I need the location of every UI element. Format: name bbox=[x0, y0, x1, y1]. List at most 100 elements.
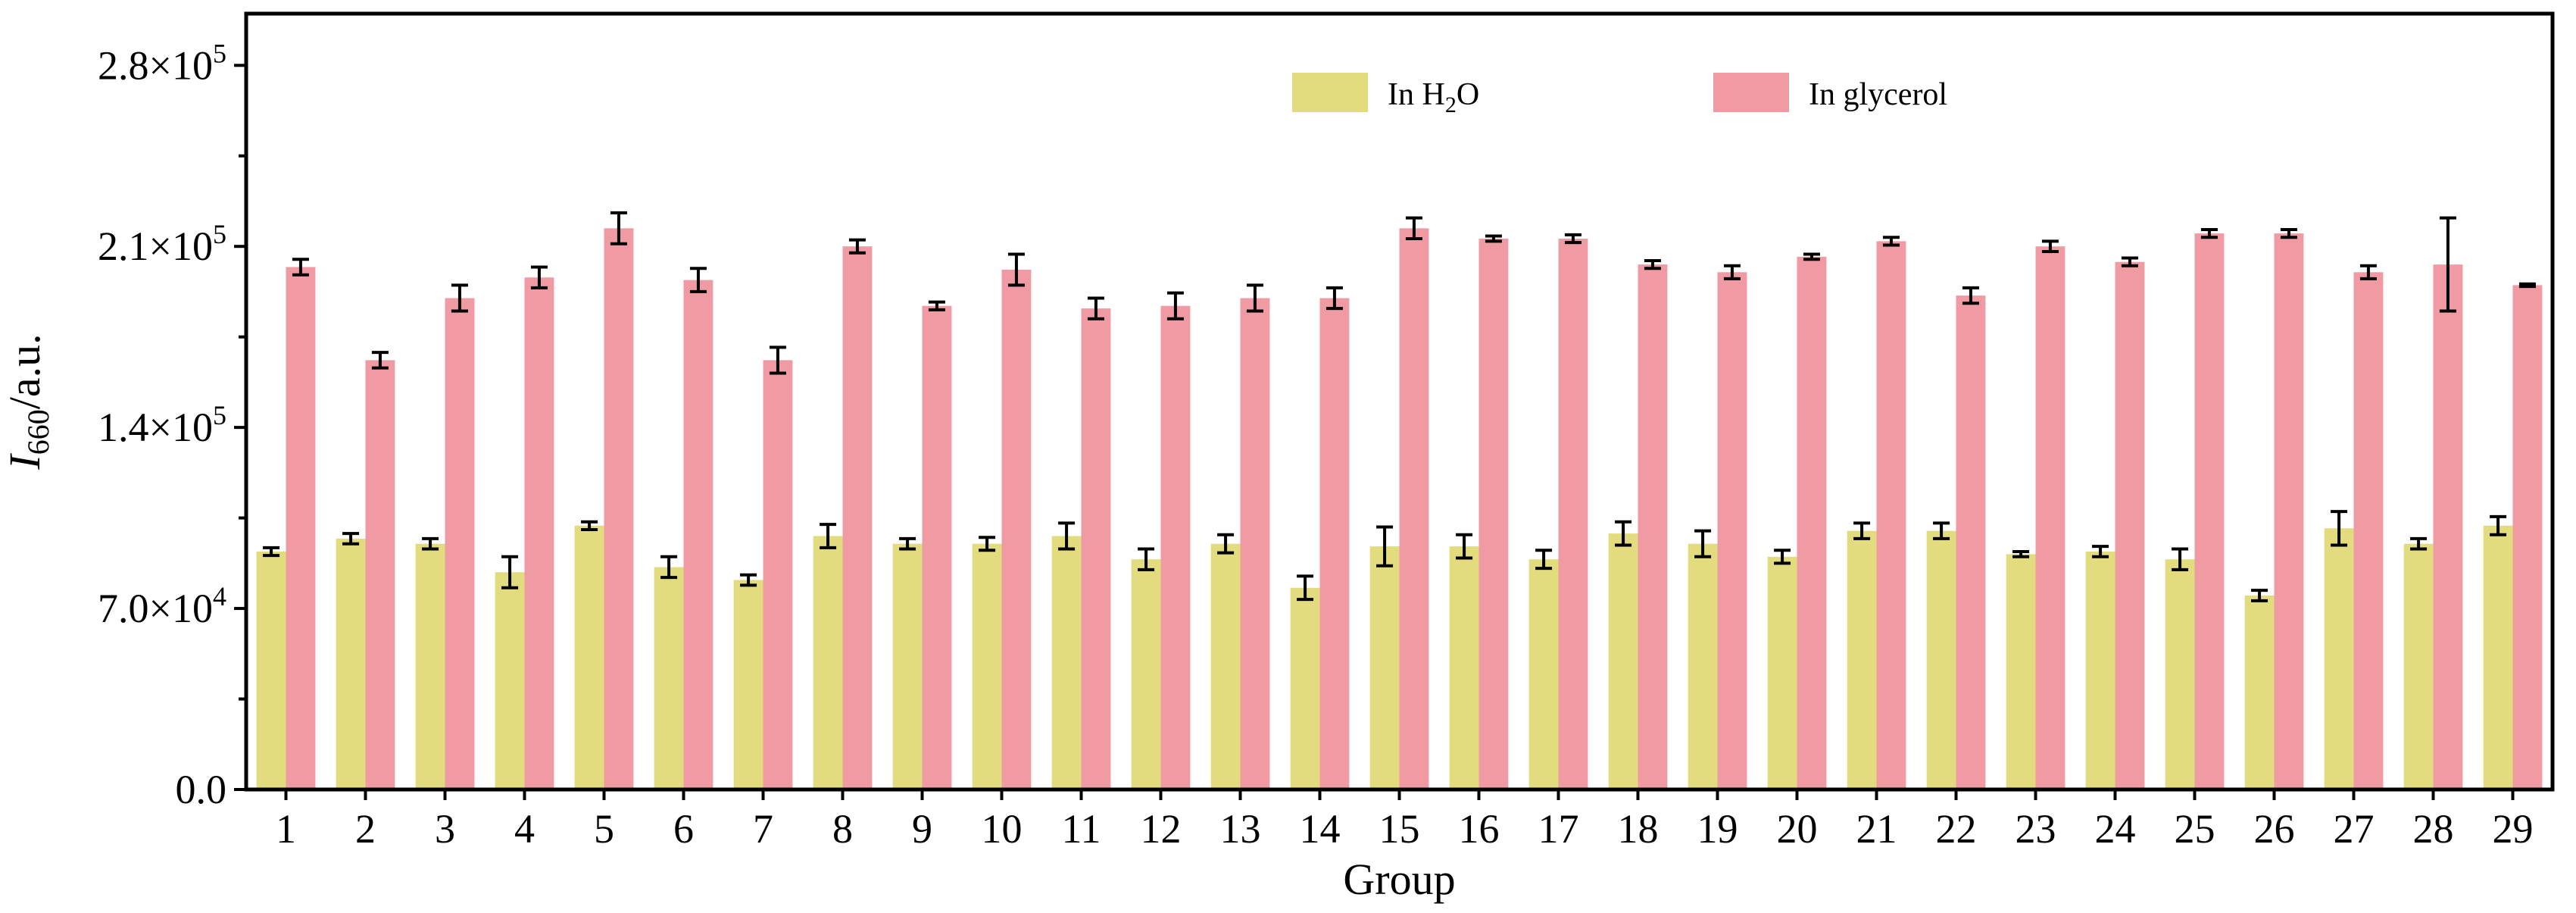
x-tick-label: 23 bbox=[2016, 806, 2056, 852]
error-bar-glycerol-26 bbox=[2280, 228, 2297, 239]
bar-h2o-25 bbox=[2165, 559, 2195, 789]
bar-h2o-11 bbox=[1051, 536, 1082, 789]
bar-h2o-3 bbox=[415, 543, 445, 789]
bar-h2o-8 bbox=[813, 536, 843, 789]
x-tick-label: 9 bbox=[912, 806, 932, 852]
x-tick-label: 28 bbox=[2413, 806, 2454, 852]
error-bar-glycerol-25 bbox=[2200, 228, 2218, 239]
bar-h2o-16 bbox=[1449, 546, 1479, 789]
bar-h2o-12 bbox=[1131, 559, 1161, 789]
bar-glycerol-6 bbox=[683, 280, 713, 790]
x-axis: 1 2 3 4 5 6 7 8 9 10 11 12 13 14 15 16 17 18 19 20 21 22 23 24 2… bbox=[276, 789, 2534, 852]
bar-glycerol-14 bbox=[1319, 298, 1350, 789]
error-bar-h2o-18 bbox=[1615, 520, 1632, 547]
bar-glycerol-13 bbox=[1240, 298, 1270, 789]
error-bar-glycerol-17 bbox=[1564, 233, 1582, 245]
bar-glycerol-29 bbox=[2512, 285, 2543, 789]
bar-h2o-21 bbox=[1847, 530, 1877, 789]
error-bar-glycerol-8 bbox=[848, 238, 866, 255]
bar-glycerol-20 bbox=[1797, 256, 1827, 789]
error-bar-glycerol-14 bbox=[1325, 286, 1343, 311]
error-bar-glycerol-23 bbox=[2041, 239, 2059, 254]
bar-glycerol-7 bbox=[763, 360, 793, 789]
error-bar-h2o-23 bbox=[2012, 549, 2030, 558]
error-bar-h2o-4 bbox=[501, 555, 519, 589]
legend-item-h2o: In H2O bbox=[1292, 73, 1479, 117]
error-bar-glycerol-24 bbox=[2121, 256, 2138, 267]
error-bar-h2o-5 bbox=[581, 520, 598, 531]
x-tick-label: 16 bbox=[1459, 806, 1500, 852]
error-bar-h2o-29 bbox=[2490, 514, 2507, 536]
error-bar-glycerol-18 bbox=[1644, 258, 1661, 270]
bar-glycerol-12 bbox=[1160, 305, 1191, 789]
error-bar-glycerol-21 bbox=[1882, 236, 1900, 247]
error-bar-glycerol-20 bbox=[1803, 252, 1820, 261]
error-bar-h2o-10 bbox=[979, 536, 996, 552]
bar-h2o-14 bbox=[1290, 587, 1320, 789]
x-tick-label: 5 bbox=[594, 806, 614, 852]
error-bar-glycerol-15 bbox=[1405, 216, 1422, 240]
bar-glycerol-26 bbox=[2274, 233, 2304, 790]
error-bar-h2o-1 bbox=[263, 546, 280, 558]
legend-label: In H2O bbox=[1388, 77, 1479, 117]
y-tick-label: 0.0 bbox=[176, 767, 227, 812]
x-tick-label: 25 bbox=[2175, 806, 2215, 852]
error-bar-h2o-17 bbox=[1535, 549, 1553, 571]
legend-label: In glycerol bbox=[1809, 77, 1947, 112]
x-tick-label: 1 bbox=[276, 806, 296, 852]
error-bar-glycerol-2 bbox=[371, 351, 389, 370]
error-bar-glycerol-11 bbox=[1087, 296, 1104, 320]
error-bar-glycerol-6 bbox=[689, 267, 707, 293]
x-tick-label: 24 bbox=[2095, 806, 2136, 852]
bar-glycerol-10 bbox=[1001, 269, 1032, 789]
bar-glycerol-1 bbox=[286, 267, 316, 789]
bar-h2o-22 bbox=[1926, 530, 1956, 789]
y-tick-label: 1.4×105 bbox=[98, 400, 226, 450]
x-tick-label: 15 bbox=[1379, 806, 1420, 852]
bar-glycerol-19 bbox=[1717, 272, 1747, 789]
error-bar-h2o-6 bbox=[660, 555, 678, 580]
error-bar-glycerol-16 bbox=[1485, 234, 1502, 243]
legend-swatch bbox=[1713, 73, 1789, 112]
bar-glycerol-16 bbox=[1478, 239, 1509, 789]
error-bar-h2o-8 bbox=[820, 523, 837, 549]
bar-glycerol-4 bbox=[524, 277, 554, 789]
bar-h2o-6 bbox=[654, 567, 684, 789]
bar-glycerol-23 bbox=[2035, 246, 2065, 789]
error-bar-glycerol-1 bbox=[292, 258, 309, 277]
error-bar-h2o-11 bbox=[1058, 521, 1076, 551]
error-bar-h2o-13 bbox=[1217, 533, 1235, 555]
error-bar-glycerol-22 bbox=[1962, 286, 1979, 305]
bar-glycerol-18 bbox=[1638, 264, 1668, 790]
error-bar-h2o-16 bbox=[1456, 533, 1473, 560]
error-bar-h2o-3 bbox=[422, 536, 439, 551]
bar-h2o-10 bbox=[972, 543, 1002, 789]
y-axis-title: I660/a.u. bbox=[0, 333, 55, 470]
bar-h2o-28 bbox=[2403, 543, 2434, 789]
error-bar-h2o-28 bbox=[2410, 536, 2428, 551]
x-tick-label: 29 bbox=[2493, 806, 2534, 852]
bar-glycerol-24 bbox=[2115, 261, 2145, 789]
bar-h2o-20 bbox=[1767, 556, 1797, 789]
bar-glycerol-9 bbox=[922, 305, 952, 789]
error-bar-h2o-7 bbox=[740, 573, 757, 587]
bar-h2o-13 bbox=[1210, 543, 1241, 789]
error-bar-h2o-20 bbox=[1774, 549, 1791, 565]
error-bar-glycerol-3 bbox=[451, 283, 468, 313]
error-bar-h2o-22 bbox=[1933, 521, 1950, 540]
bar-glycerol-17 bbox=[1558, 239, 1588, 789]
error-bar-h2o-15 bbox=[1376, 525, 1394, 567]
bar-glycerol-22 bbox=[1956, 295, 1986, 790]
error-bar-h2o-26 bbox=[2251, 589, 2268, 602]
x-tick-label: 2 bbox=[355, 806, 376, 852]
x-tick-label: 8 bbox=[832, 806, 853, 852]
bar-h2o-7 bbox=[733, 580, 763, 789]
x-tick-label: 6 bbox=[673, 806, 694, 852]
bar-h2o-2 bbox=[336, 538, 366, 789]
error-bar-h2o-12 bbox=[1138, 547, 1155, 571]
error-bar-h2o-21 bbox=[1853, 521, 1871, 540]
x-tick-label: 17 bbox=[1538, 806, 1579, 852]
bar-h2o-17 bbox=[1528, 559, 1559, 789]
bar-glycerol-2 bbox=[365, 360, 395, 789]
